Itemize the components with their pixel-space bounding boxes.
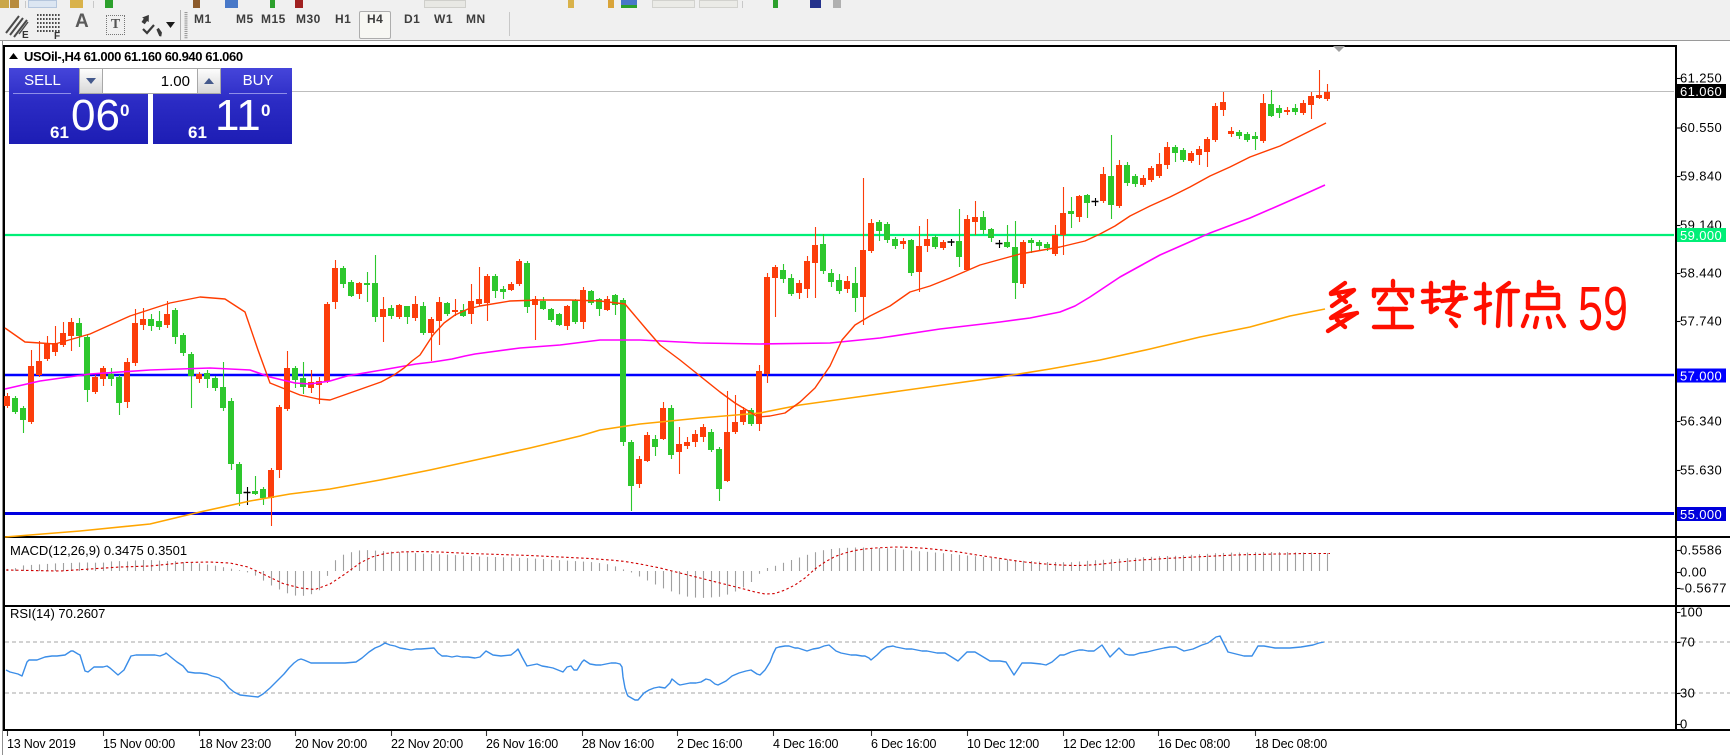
svg-text:13 Nov 2019: 13 Nov 2019 bbox=[7, 737, 76, 751]
svg-text:USOil-,H4 61.000 61.160 60.94: USOil-,H4 61.000 61.160 60.940 61.060 bbox=[24, 49, 243, 64]
svg-text:RSI(14) 70.2607: RSI(14) 70.2607 bbox=[10, 606, 105, 621]
svg-text:70: 70 bbox=[1680, 635, 1695, 650]
svg-text:2 Dec 16:00: 2 Dec 16:00 bbox=[677, 737, 742, 751]
svg-text:57.000: 57.000 bbox=[1680, 369, 1722, 384]
svg-text:12 Dec 12:00: 12 Dec 12:00 bbox=[1063, 737, 1135, 751]
svg-text:28 Nov 16:00: 28 Nov 16:00 bbox=[582, 737, 654, 751]
svg-text:MACD(12,26,9) 0.3475 0.3501: MACD(12,26,9) 0.3475 0.3501 bbox=[10, 543, 187, 558]
svg-text:26 Nov 16:00: 26 Nov 16:00 bbox=[486, 737, 558, 751]
svg-text:18 Nov 23:00: 18 Nov 23:00 bbox=[199, 737, 271, 751]
svg-text:-0.5677: -0.5677 bbox=[1680, 581, 1727, 596]
svg-text:61.250: 61.250 bbox=[1680, 71, 1722, 86]
svg-text:59.000: 59.000 bbox=[1680, 228, 1722, 243]
svg-text:55.000: 55.000 bbox=[1680, 507, 1722, 522]
svg-text:60.550: 60.550 bbox=[1680, 120, 1722, 135]
svg-text:16 Dec 08:00: 16 Dec 08:00 bbox=[1158, 737, 1230, 751]
svg-text:59: 59 bbox=[1578, 275, 1628, 344]
svg-text:59.840: 59.840 bbox=[1680, 169, 1722, 184]
svg-text:F: F bbox=[54, 31, 60, 39]
svg-text:6 Dec 16:00: 6 Dec 16:00 bbox=[871, 737, 936, 751]
svg-text:E: E bbox=[22, 30, 29, 39]
svg-text:30: 30 bbox=[1680, 686, 1695, 701]
svg-text:22 Nov 20:00: 22 Nov 20:00 bbox=[391, 737, 463, 751]
svg-text:0.00: 0.00 bbox=[1680, 565, 1707, 580]
svg-text:15 Nov 00:00: 15 Nov 00:00 bbox=[103, 737, 175, 751]
svg-text:56.340: 56.340 bbox=[1680, 414, 1722, 429]
svg-text:10 Dec 12:00: 10 Dec 12:00 bbox=[967, 737, 1039, 751]
svg-text:100: 100 bbox=[1680, 605, 1703, 620]
svg-text:18 Dec 08:00: 18 Dec 08:00 bbox=[1255, 737, 1327, 751]
svg-text:4 Dec 16:00: 4 Dec 16:00 bbox=[773, 737, 838, 751]
svg-text:61.060: 61.060 bbox=[1680, 84, 1722, 99]
svg-text:0: 0 bbox=[1680, 717, 1688, 732]
svg-text:0.5586: 0.5586 bbox=[1680, 543, 1722, 558]
svg-text:57.740: 57.740 bbox=[1680, 314, 1722, 329]
svg-text:58.440: 58.440 bbox=[1680, 266, 1722, 281]
svg-text:20 Nov 20:00: 20 Nov 20:00 bbox=[295, 737, 367, 751]
svg-text:55.630: 55.630 bbox=[1680, 463, 1722, 478]
